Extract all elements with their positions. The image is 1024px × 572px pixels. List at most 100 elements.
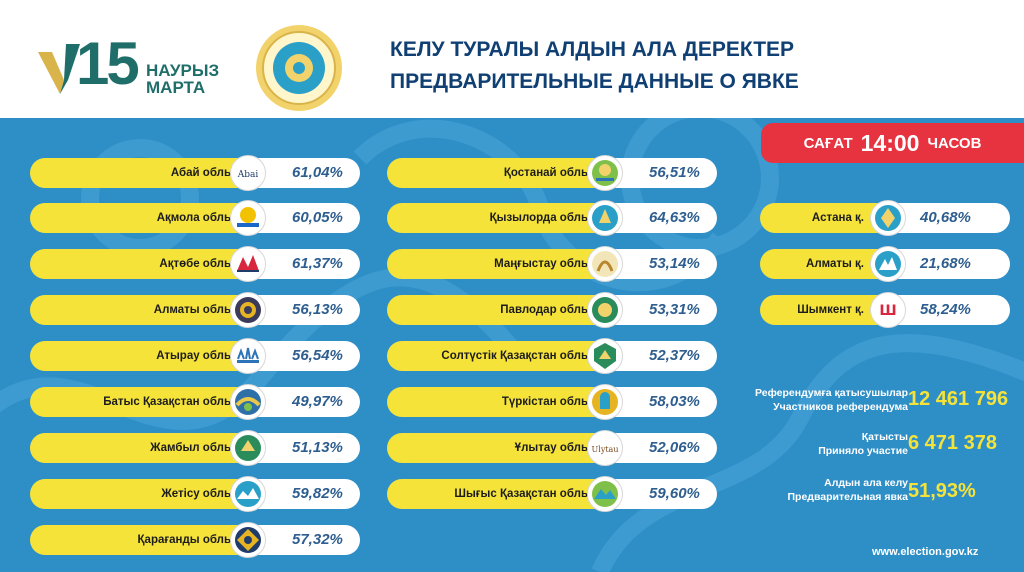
astana-city-logo-icon: [870, 200, 906, 236]
region-name: Батыс Қазақстан облысы: [103, 396, 250, 408]
region-name: Солтүстік Қазақстан облысы: [441, 350, 607, 362]
region-row-akmola: Ақмола облысы 60,05%: [30, 200, 360, 236]
page-title: КЕЛУ ТУРАЛЫ АЛДЫН АЛА ДЕРЕКТЕР ПРЕДВАРИТ…: [390, 34, 799, 98]
city-name: Астана қ.: [811, 212, 864, 224]
region-percent: 56,13%: [292, 301, 343, 318]
region-name: Атырау облысы: [156, 350, 250, 362]
city-name: Шымкент қ.: [797, 304, 864, 316]
west-kazakhstan-region-logo-icon: [230, 384, 266, 420]
region-row-west-kazakhstan: Батыс Қазақстан облысы 49,97%: [30, 384, 360, 420]
stat-turnout-label-kz: Алдын ала келу: [824, 477, 908, 489]
region-percent: 60,05%: [292, 209, 343, 226]
region-percent: 61,04%: [292, 164, 343, 181]
region-row-zhetisu: Жетісу облысы 59,82%: [30, 476, 360, 512]
city-percent: 58,24%: [920, 301, 971, 318]
mangystau-region-logo-icon: [587, 246, 623, 282]
region-percent: 52,37%: [649, 347, 700, 364]
north-kazakhstan-region-logo-icon: [587, 338, 623, 374]
region-row-abai: Абай облысы Abai 61,04%: [30, 155, 360, 191]
kyzylorda-region-logo-icon: [587, 200, 623, 236]
date-day-kz: НАУРЫЗ: [146, 61, 220, 80]
atyrau-region-logo-icon: [230, 338, 266, 374]
title-kz: КЕЛУ ТУРАЛЫ АЛДЫН АЛА ДЕРЕКТЕР: [390, 38, 795, 61]
time-label-ru: ЧАСОВ: [927, 134, 982, 152]
footer-url[interactable]: www.election.gov.kz: [872, 546, 979, 558]
region-percent: 49,97%: [292, 393, 343, 410]
title-ru: ПРЕДВАРИТЕЛЬНЫЕ ДАННЫЕ О ЯВКЕ: [390, 70, 799, 93]
region-name: Қостанай облысы: [503, 167, 607, 179]
kostanay-region-logo-icon: [587, 155, 623, 191]
region-percent: 56,51%: [649, 164, 700, 181]
east-kazakhstan-region-logo-icon: [587, 476, 623, 512]
pavlodar-region-logo-icon: [587, 292, 623, 328]
region-row-mangystau: Маңғыстау облысы 53,14%: [387, 246, 717, 282]
city-percent: 40,68%: [920, 209, 971, 226]
stat-participants-label-ru: Участников референдума: [773, 401, 908, 413]
zhetisu-region-logo-icon: [230, 476, 266, 512]
stat-turnout-label-ru: Предварительная явка: [787, 491, 909, 503]
akmola-region-logo-icon: [230, 200, 266, 236]
region-percent: 53,14%: [649, 255, 700, 272]
date-number: 15: [76, 30, 140, 97]
region-name: Шығыс Қазақстан облысы: [454, 488, 607, 500]
region-row-turkistan: Түркістан облысы 58,03%: [387, 384, 717, 420]
city-row-shymkent: Шымкент қ. Ш 58,24%: [760, 292, 1010, 328]
ulytau-region-logo-icon: Ulytau: [587, 430, 623, 466]
region-row-zhambyl: Жамбыл облысы 51,13%: [30, 430, 360, 466]
region-name: Алматы облысы: [153, 304, 250, 316]
almaty-city-logo-icon: [870, 246, 906, 282]
zhambyl-region-logo-icon: [230, 430, 266, 466]
region-row-north-kazakhstan: Солтүстік Қазақстан облысы 52,37%: [387, 338, 717, 374]
region-row-pavlodar: Павлодар облысы 53,31%: [387, 292, 717, 328]
region-name: Ақмола облысы: [156, 212, 250, 224]
stat-participants-value: 12 461 796: [908, 388, 1009, 410]
region-name: Қызылорда облысы: [489, 212, 607, 224]
region-percent: 51,13%: [292, 439, 343, 456]
stat-turnout-value: 51,93%: [908, 480, 976, 502]
city-row-astana: Астана қ. 40,68%: [760, 200, 1010, 236]
time-value: 14:00: [860, 129, 920, 156]
region-row-east-kazakhstan: Шығыс Қазақстан облысы 59,60%: [387, 476, 717, 512]
city-row-almaty: Алматы қ. 21,68%: [760, 246, 1010, 282]
stat-participants-label-kz: Референдумға қатысушылар: [755, 387, 908, 399]
svg-text:Ulytau: Ulytau: [592, 445, 619, 454]
region-percent: 56,54%: [292, 347, 343, 364]
region-name: Түркістан облысы: [501, 396, 607, 408]
region-name: Жетісу облысы: [161, 488, 250, 500]
region-row-almaty-region: Алматы облысы 56,13%: [30, 292, 360, 328]
city-percent: 21,68%: [920, 255, 971, 272]
turkistan-region-logo-icon: [587, 384, 623, 420]
header: 15 НАУРЫЗ МАРТА КЕЛУ ТУРАЛЫ АЛДЫН АЛА ДЕ…: [0, 0, 1024, 118]
region-name: Ақтөбе облысы: [159, 258, 250, 270]
date-month-ru: МАРТА: [146, 78, 206, 97]
region-percent: 61,37%: [292, 255, 343, 272]
time-badge: САҒАТ 14:00 ЧАСОВ: [761, 123, 1024, 163]
stat-voted-label-kz: Қатысты: [861, 431, 908, 443]
region-row-ulytau: Ұлытау облысы Ulytau 52,06%: [387, 430, 717, 466]
election-commission-emblem-icon: [256, 25, 342, 111]
region-row-karaganda: Қарағанды облысы 57,32%: [30, 522, 360, 558]
region-name: Павлодар облысы: [500, 304, 607, 316]
region-percent: 52,06%: [649, 439, 700, 456]
region-name: Ұлытау облысы: [514, 442, 607, 454]
karaganda-region-logo-icon: [230, 522, 266, 558]
region-percent: 59,82%: [292, 485, 343, 502]
region-name: Қарағанды облысы: [137, 534, 250, 546]
region-row-aktobe: Ақтөбе облысы 61,37%: [30, 246, 360, 282]
region-name: Жамбыл облысы: [150, 442, 250, 454]
region-percent: 57,32%: [292, 531, 343, 548]
aktobe-region-logo-icon: [230, 246, 266, 282]
region-row-atyrau: Атырау облысы 56,54%: [30, 338, 360, 374]
svg-text:Ш: Ш: [879, 303, 896, 319]
stat-voted-label-ru: Приняло участие: [818, 445, 908, 457]
svg-text:Abai: Abai: [237, 170, 259, 180]
region-percent: 59,60%: [649, 485, 700, 502]
region-percent: 64,63%: [649, 209, 700, 226]
referendum-logo: 15 НАУРЫЗ МАРТА: [38, 32, 228, 102]
stat-voted-value: 6 471 378: [908, 432, 997, 454]
abai-region-logo-icon: Abai: [230, 155, 266, 191]
city-name: Алматы қ.: [806, 258, 864, 270]
shymkent-city-logo-icon: Ш: [870, 292, 906, 328]
region-name: Маңғыстау облысы: [494, 258, 607, 270]
region-percent: 53,31%: [649, 301, 700, 318]
